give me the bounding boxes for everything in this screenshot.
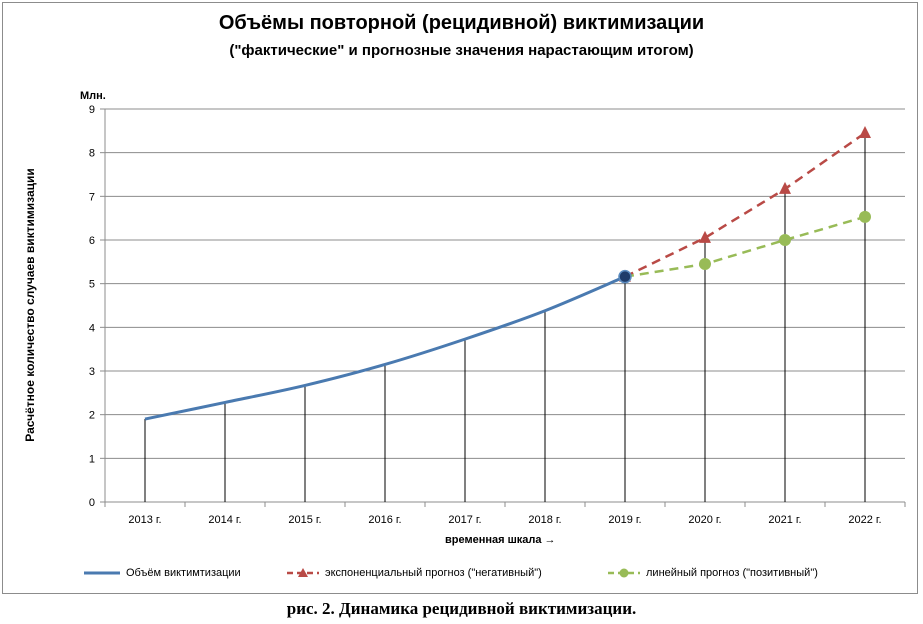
x-axis-title: временная шкала → [445,534,556,546]
y-tick-label: 4 [89,322,95,334]
legend-circle-icon [608,568,640,578]
legend-label-volume: Объём виктимтизации [126,567,241,579]
y-tick-label: 3 [89,366,95,378]
y-tick-label: 2 [89,410,95,422]
legend-item-volume: Объём виктимтизации [84,567,241,579]
series-marker-circle [699,258,711,271]
series-marker-triangle [779,181,791,194]
legend-item-linear: линейный прогноз ("позитивный") [608,567,818,579]
x-tick-label: 2022 г. [848,514,881,526]
y-tick-label: 7 [89,191,95,203]
x-tick-label: 2019 г. [608,514,641,526]
junction-marker [618,269,632,284]
x-tick-label: 2016 г. [368,514,401,526]
y-tick-label: 8 [89,148,95,160]
y-tick-label: 1 [89,453,95,465]
legend-line-solid-icon [84,571,120,575]
chart-legend: Объём виктимтизации экспоненциальный про… [0,567,923,585]
y-tick-label: 0 [89,497,95,509]
x-tick-label: 2021 г. [768,514,801,526]
series-line-2 [624,215,866,278]
series-marker-circle [859,210,871,223]
y-unit-label: Млн. [80,90,106,102]
x-tick-label: 2017 г. [448,514,481,526]
y-tick-label: 5 [89,279,95,291]
series-line-0 [144,275,626,421]
y-tick-label: 9 [89,104,95,116]
series-line-1 [624,131,866,278]
chart-frame [2,2,918,594]
figure-caption: рис. 2. Динамика рецидивной виктимизации… [286,599,637,618]
series-marker-triangle [699,230,711,243]
series-marker-triangle [859,126,871,139]
x-tick-label: 2015 г. [288,514,321,526]
chart-title: Объёмы повторной (рецидивной) виктимизац… [218,12,705,34]
legend-label-exponential: экспоненциальный прогноз ("негативный") [325,567,542,579]
x-tick-label: 2018 г. [528,514,561,526]
x-tick-label: 2014 г. [208,514,241,526]
legend-item-exponential: экспоненциальный прогноз ("негативный") [287,567,542,579]
legend-label-linear: линейный прогноз ("позитивный") [646,567,818,579]
series-marker-circle [779,234,791,246]
legend-triangle-icon [287,568,319,577]
y-tick-label: 6 [89,235,95,247]
chart-subtitle: ("фактические" и прогнозные значения нар… [229,42,694,59]
x-tick-label: 2013 г. [128,514,161,526]
x-tick-label: 2020 г. [688,514,721,526]
